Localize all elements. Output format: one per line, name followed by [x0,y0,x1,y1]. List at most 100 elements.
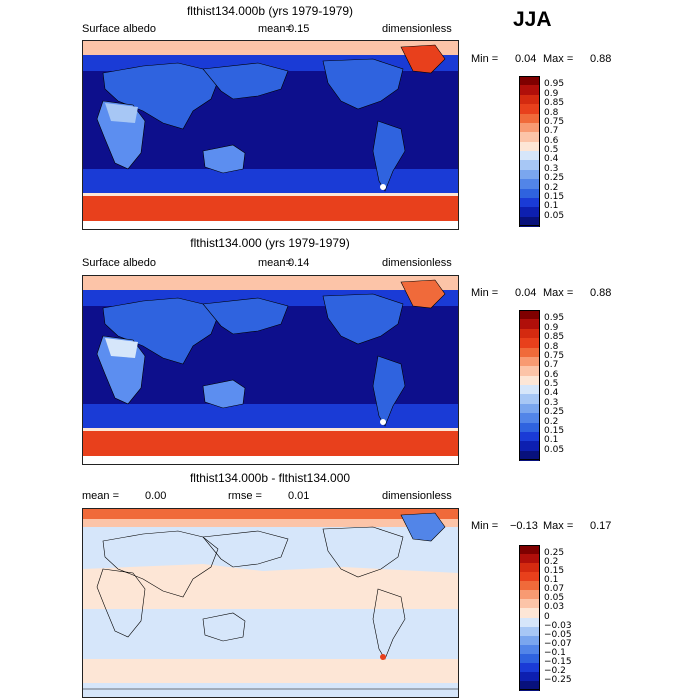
panel1-colorbar: 0.95 0.9 0.85 0.8 0.75 0.7 0.6 0.5 0.4 0.3 0.25 0.2… [519,76,609,227]
colorbar-tick-label: 0.9 [544,322,559,333]
panel1-variable-label: Surface albedo [82,23,156,35]
colorbar-tick-label: 0.8 [544,107,559,118]
panel1-mean-label: mean= [258,23,292,35]
panel1-map-svg [83,41,458,229]
colorbar-frame [519,310,540,460]
panel1-max-value: 0.88 [590,53,612,65]
andes-ice-spot [380,184,386,190]
greenland-landmass [400,279,446,309]
colorbar-tick-label: 0.25 [544,173,565,184]
colorbar-tick-label: 0.3 [544,163,559,174]
greenland-landmass [400,44,446,74]
panel3-rmse-value: 0.01 [288,490,310,502]
north-america-landmass [322,293,404,345]
panel2-max-label: Max = [543,287,574,299]
colorbar-tick-label: 0.7 [544,126,559,137]
panel3-max-label: Max = [543,520,574,532]
australia-landmass [202,379,246,409]
colorbar-tick-label: 0.9 [544,88,559,99]
south-mid-band [83,169,458,193]
season-label: JJA [513,8,552,31]
ice-edge-line [83,428,458,431]
panel3-title: flthist134.000b - flthist134.000 [189,471,351,485]
panel1-mean-value: 0.15 [288,23,310,35]
eurasia-west-outline [102,530,219,598]
colorbar-frame [519,76,540,226]
panel3-rmse-label: rmse = [228,490,262,502]
colorbar-tick-label: −0.25 [544,674,572,685]
colorbar-tick-label: 0.4 [544,388,559,399]
colorbar-tick-label: −0.2 [544,665,566,676]
colorbar-tick-label: 0.05 [544,593,565,604]
panel2-mean-value: 0.14 [288,257,310,269]
colorbar-tick-label: −0.07 [544,638,572,649]
panel2-title: flthist134.000 (yrs 1979-1979) [190,236,350,250]
arctic-band [83,276,458,290]
eurasia-west-landmass [102,62,219,130]
colorbar-tick-label: 0.25 [544,548,565,559]
andes-diff-spot [380,654,386,660]
sea-ice-band [83,431,458,456]
south-america-landmass [372,355,406,427]
panel3-min-label: Min = [471,520,499,532]
south-mid-band [83,404,458,428]
colorbar-tick-label: 0.05 [544,210,565,221]
australia-outline [202,612,246,642]
colorbar-tick-label: 0.8 [544,341,559,352]
colorbar-tick-label: −0.15 [544,656,572,667]
panel2-colorbar: 0.95 0.9 0.85 0.8 0.75 0.7 0.6 0.5 0.4 0.3 0.25 0.2… [519,310,609,461]
colorbar-tick-label: 0 [544,611,550,622]
panel1-min-label: Min = [471,53,499,65]
colorbar-tick-label: 0.25 [544,407,565,418]
colorbar-tick-label: 0.95 [544,313,565,324]
colorbar-tick-label: 0.15 [544,191,565,202]
eurasia-west-landmass [102,297,219,365]
tropical-warm-diff [83,564,458,609]
panel2-max-value: 0.88 [590,287,612,299]
colorbar-tick-label: 0.2 [544,416,559,427]
panel3-map [82,508,459,698]
colorbar-tick-label: 0.75 [544,350,565,361]
africa-outline [96,568,146,638]
colorbar-tick-label: 0.4 [544,154,559,165]
colorbar-tick-label: 0.75 [544,116,565,127]
antarctic-band [83,221,458,229]
panel3-mean-label: mean = [82,490,119,502]
panel3-units: dimensionless [382,490,452,502]
panel3-max-value: 0.17 [590,520,612,532]
colorbar-tick-label: 0.2 [544,557,559,568]
antarctic-band [83,456,458,464]
panel2-map [82,275,459,465]
colorbar-tick-label: 0.1 [544,201,559,212]
panel2-map-svg [83,276,458,464]
southern-warm-diff [83,659,458,683]
colorbar-tick-label: 0.3 [544,397,559,408]
sahara-region [105,103,138,123]
colorbar-tick-label: 0.6 [544,369,559,380]
panel3-min-value: −0.13 [510,520,538,532]
colorbar-tick-label: 0.6 [544,135,559,146]
colorbar-tick-label: 0.5 [544,379,559,389]
sahara-region [105,338,138,358]
greenland-diff [400,512,446,542]
colorbar-tick-label: 0.1 [544,575,559,586]
panel1-units: dimensionless [382,23,452,35]
panel3-mean-value: 0.00 [145,490,167,502]
sea-ice-band [83,196,458,221]
arctic-diff-band [83,509,458,519]
south-america-outline [372,588,406,660]
colorbar-tick-label: 0.03 [544,602,565,613]
colorbar-tick-label: 0.15 [544,566,565,577]
panel2-min-value: 0.04 [515,287,537,299]
colorbar-tick-label: −0.05 [544,629,572,640]
panel1-max-label: Max = [543,53,574,65]
colorbar-frame [519,545,540,690]
andes-ice-spot [380,419,386,425]
eurasia-east-landmass [202,62,289,100]
panel2-variable-label: Surface albedo [82,257,156,269]
panel1-map [82,40,459,230]
panel3-map-svg [83,509,458,697]
ice-edge-line [83,193,458,196]
colorbar-tick-label: −0.1 [544,647,566,658]
eurasia-east-outline [202,530,289,568]
